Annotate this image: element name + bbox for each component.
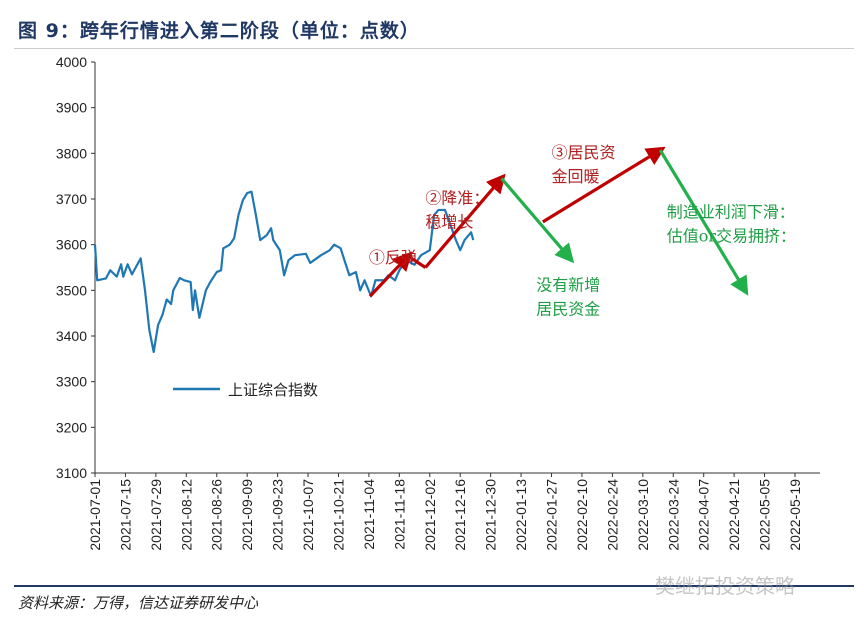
- x-tick-label: 2021-11-18: [391, 479, 407, 550]
- x-tick-label: 2022-04-21: [726, 479, 742, 551]
- y-tick-label: 3100: [56, 465, 87, 481]
- y-tick-label: 4000: [56, 54, 87, 70]
- y-tick-label: 3500: [56, 282, 87, 298]
- x-tick-label: 2022-02-24: [604, 479, 620, 551]
- x-tick-label: 2021-07-29: [148, 479, 164, 551]
- y-tick-label: 3300: [56, 374, 87, 390]
- annotation-text: ②降准：: [425, 189, 489, 208]
- x-tick-label: 2022-05-19: [787, 479, 803, 551]
- x-tick-label: 2021-07-15: [117, 479, 133, 551]
- x-tick-label: 2021-09-23: [270, 479, 286, 551]
- bottom-divider: [14, 585, 854, 587]
- annotation-text: ①反弹: [369, 248, 417, 267]
- annotation-text: 估值or交易拥挤：: [667, 226, 796, 245]
- annotation-text: 制造业利润下滑：: [667, 202, 795, 221]
- legend-label: 上证综合指数: [228, 381, 318, 399]
- annotation-text: 稳增长: [425, 213, 473, 232]
- x-tick-label: 2021-08-12: [178, 479, 194, 551]
- y-tick-label: 3200: [56, 419, 87, 435]
- x-tick-label: 2022-02-10: [574, 479, 590, 551]
- red-trend-arrow: [424, 173, 506, 269]
- title-divider: [14, 48, 854, 49]
- series-line-shanghai-composite: [93, 190, 475, 354]
- x-tick-label: 2021-08-26: [209, 479, 225, 551]
- green-trend-arrow: [500, 177, 575, 264]
- y-tick-label: 3900: [56, 100, 87, 116]
- x-tick-label: 2022-01-27: [544, 479, 560, 551]
- x-tick-label: 2022-03-24: [665, 479, 681, 551]
- y-tick-label: 3600: [56, 237, 87, 253]
- watermark: 樊继拓投资策略: [655, 574, 795, 598]
- x-tick-label: 2022-05-05: [757, 479, 773, 551]
- chart-title: 图 9：跨年行情进入第二阶段（单位：点数）: [18, 20, 420, 42]
- x-tick-label: 2022-01-13: [513, 479, 529, 551]
- x-tick-label: 2021-11-04: [361, 479, 377, 550]
- y-tick-label: 3800: [56, 145, 87, 161]
- x-tick-label: 2021-12-02: [422, 479, 438, 551]
- x-tick-label: 2021-12-16: [452, 479, 468, 551]
- red-trend-arrow: [368, 251, 413, 298]
- red-trend-arrow: [541, 146, 666, 224]
- green-trend-arrow: [658, 149, 749, 296]
- y-tick-label: 3400: [56, 328, 87, 344]
- red-trend-arrow: [407, 254, 427, 269]
- x-tick-label: 2021-10-21: [330, 479, 346, 551]
- annotation-text: 金回暖: [552, 167, 600, 186]
- x-tick-label: 2022-04-07: [696, 479, 712, 551]
- annotation-text: 居民资金: [536, 299, 600, 318]
- annotation-text: ③居民资: [552, 143, 616, 162]
- x-tick-label: 2021-07-01: [87, 479, 103, 551]
- x-tick-label: 2021-10-07: [300, 479, 316, 551]
- x-tick-label: 2021-09-09: [239, 479, 255, 551]
- y-tick-label: 3700: [56, 191, 87, 207]
- annotation-text: 没有新增: [536, 275, 600, 294]
- x-tick-label: 2022-03-10: [635, 479, 651, 551]
- x-tick-label: 2021-12-30: [483, 479, 499, 551]
- source-note: 资料来源：万得，信达证券研发中心: [18, 594, 259, 612]
